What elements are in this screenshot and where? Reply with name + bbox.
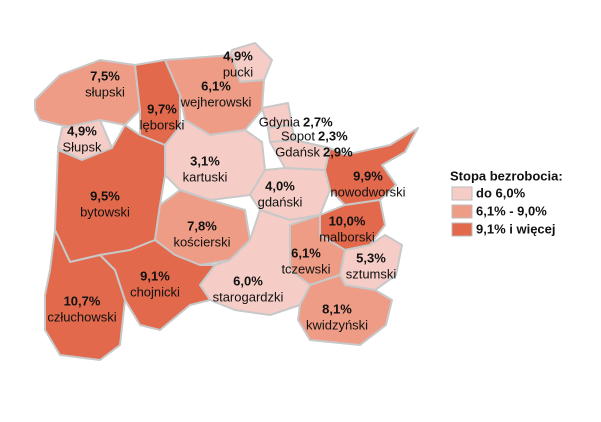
labels: 7,5%słupski4,9%Słupsk9,7%lęborski4,9%puc… — [47, 48, 405, 332]
region — [34, 59, 141, 131]
region-name: malborski — [319, 229, 375, 244]
region-name: słupski — [85, 84, 125, 99]
city-name: Gdynia — [259, 114, 301, 129]
region-name: chojnicki — [130, 284, 180, 299]
region-name: nowodworski — [330, 184, 405, 199]
city-value: 2,9% — [323, 144, 353, 159]
legend-label: 6,1% - 9,0% — [476, 203, 547, 218]
region-name: kwidzyński — [306, 317, 368, 332]
region — [164, 54, 265, 136]
region-value: 10,7% — [64, 293, 101, 308]
region-name: wejherowski — [180, 94, 252, 109]
region-name: Słupsk — [62, 139, 102, 154]
city-name: Gdańsk — [275, 144, 320, 159]
region-value: 7,8% — [187, 218, 217, 233]
region-value: 4,9% — [223, 48, 253, 63]
region — [324, 127, 419, 206]
city-name: Sopot — [281, 128, 315, 143]
region-value: 9,9% — [353, 168, 383, 183]
region — [99, 239, 216, 331]
region-name: sztumski — [346, 266, 397, 281]
region-value: 4,9% — [67, 123, 97, 138]
legend-swatch — [451, 186, 473, 201]
region-name: gdański — [258, 194, 303, 209]
region-value: 6,1% — [291, 245, 321, 260]
region-value: 4,0% — [265, 178, 295, 193]
legend-title: Stopa bezrobocia: — [450, 168, 563, 183]
legend-swatch — [451, 204, 473, 219]
region-name: lęborski — [140, 117, 185, 132]
region-name: kościerski — [173, 234, 230, 249]
region-name: pucki — [223, 64, 253, 79]
legend-label: do 6,0% — [476, 185, 526, 200]
city-value: 2,3% — [318, 128, 348, 143]
region-value: 6,0% — [233, 273, 263, 288]
region-name: człuchowski — [47, 309, 116, 324]
region-value: 9,5% — [90, 188, 120, 203]
city-value: 2,7% — [303, 114, 333, 129]
region-name: starogardzki — [213, 289, 284, 304]
region — [44, 229, 126, 361]
region-value: 9,1% — [140, 268, 170, 283]
legend-swatch — [451, 222, 473, 237]
region-value: 9,7% — [147, 101, 177, 116]
region-value: 3,1% — [190, 153, 220, 168]
region-value: 10,0% — [329, 213, 366, 228]
region-name: tczewski — [281, 261, 330, 276]
region-value: 7,5% — [90, 68, 120, 83]
region-value: 5,3% — [356, 250, 386, 265]
region — [297, 274, 393, 346]
legend-label: 9,1% i więcej — [476, 221, 556, 236]
legend: Stopa bezrobocia: do 6,0% 6,1% - 9,0% 9,1%… — [450, 168, 563, 237]
region-value: 8,1% — [322, 301, 352, 316]
regions — [34, 42, 419, 361]
region-name: bytowski — [80, 204, 130, 219]
region-name: kartuski — [183, 169, 228, 184]
region-value: 6,1% — [201, 78, 231, 93]
